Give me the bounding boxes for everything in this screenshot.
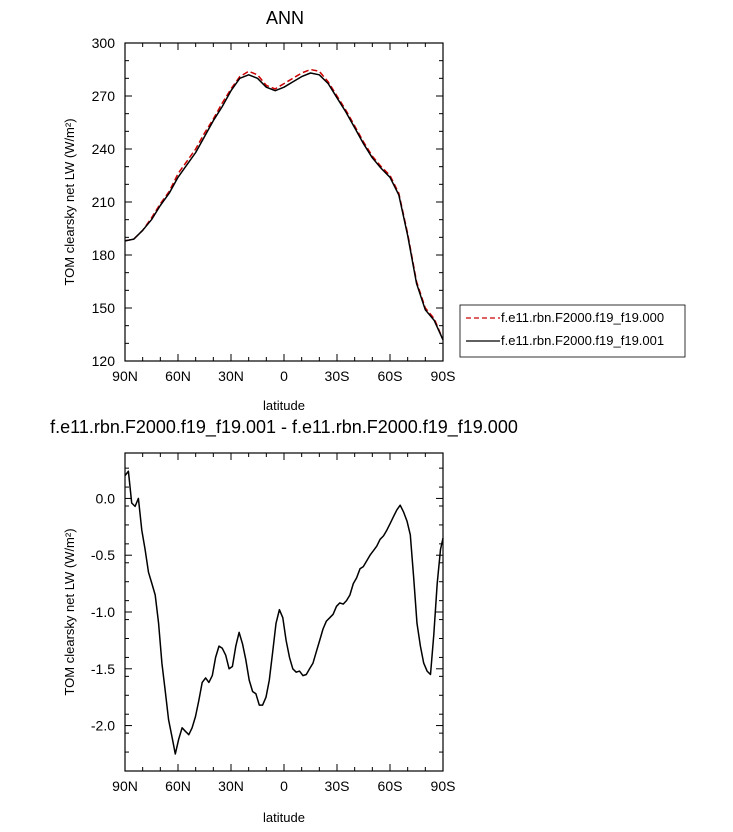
x-tick-label: 30S	[325, 368, 350, 384]
top-chart: ANN 90N 60N 30N 0 30S 60S 90S 120 150 180 210 240 27…	[62, 8, 686, 413]
top-chart-xlabel: latitude	[263, 398, 305, 413]
x-tick-label: 0	[280, 368, 288, 384]
top-chart-ticks: 90N 60N 30N 0 30S 60S 90S 120 150 180 210 240 270 300	[92, 35, 456, 384]
bottom-chart-xlabel: latitude	[263, 810, 305, 825]
top-chart-ylabel: TOM clearsky net LW (W/m²)	[62, 118, 77, 285]
x-tick-label: 30S	[325, 778, 350, 794]
top-chart-frame	[124, 42, 444, 362]
x-tick-label: 30N	[218, 778, 244, 794]
legend-label-series-1: f.e11.rbn.F2000.f19_f19.001	[501, 333, 664, 348]
y-tick-label: -2.0	[91, 718, 115, 734]
x-tick-label: 90S	[431, 368, 456, 384]
top-chart-series	[124, 68, 444, 341]
bottom-chart-frame	[124, 452, 444, 772]
x-tick-label: 60N	[165, 368, 191, 384]
top-chart-legend: f.e11.rbn.F2000.f19_f19.000 f.e11.rbn.F2…	[459, 304, 686, 358]
bottom-chart: f.e11.rbn.F2000.f19_f19.001 - f.e11.rbn.…	[50, 417, 518, 825]
y-tick-label: 120	[92, 353, 116, 369]
bottom-chart-ticks: 90N 60N 30N 0 30S 60S 90S -2.0 -1.5 -1.0 -0.5 0.0	[91, 453, 456, 794]
y-tick-label: -1.0	[91, 604, 115, 620]
x-tick-label: 60S	[378, 368, 403, 384]
x-tick-label: 60S	[378, 778, 403, 794]
y-tick-label: 240	[92, 141, 116, 157]
bottom-chart-title: f.e11.rbn.F2000.f19_f19.001 - f.e11.rbn.…	[50, 417, 518, 438]
x-tick-label: 90S	[431, 778, 456, 794]
y-tick-label: 180	[92, 247, 116, 263]
x-tick-label: 0	[280, 778, 288, 794]
y-tick-label: -1.5	[91, 661, 115, 677]
series-line-1	[124, 72, 444, 341]
series-line-0	[124, 68, 444, 341]
y-tick-label: 150	[92, 300, 116, 316]
x-tick-label: 30N	[218, 368, 244, 384]
bottom-chart-ylabel: TOM clearsky net LW (W/m²)	[62, 528, 77, 695]
x-tick-label: 60N	[165, 778, 191, 794]
x-tick-label: 90N	[112, 778, 138, 794]
legend-box	[459, 304, 686, 358]
y-tick-label: 300	[92, 35, 116, 51]
y-tick-label: 270	[92, 88, 116, 104]
legend-label-series-0: f.e11.rbn.F2000.f19_f19.000	[501, 310, 664, 325]
y-tick-label: 210	[92, 194, 116, 210]
y-tick-label: -0.5	[91, 547, 115, 563]
bottom-chart-series	[124, 470, 444, 755]
x-tick-label: 90N	[112, 368, 138, 384]
y-tick-label: 0.0	[96, 490, 116, 506]
top-chart-title: ANN	[266, 8, 304, 28]
series-line-0	[124, 470, 444, 755]
